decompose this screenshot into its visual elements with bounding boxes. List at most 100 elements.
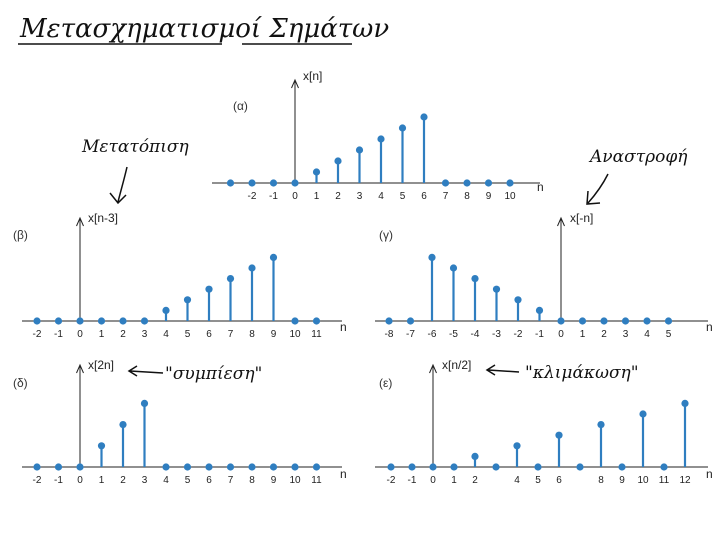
tick-label: 10 xyxy=(289,475,301,486)
stem-marker: x[2n] @ -2 = 0 xyxy=(33,463,41,471)
stem-marker: x[n] @ 4 = 4 xyxy=(377,135,385,143)
tick-label: 11 xyxy=(659,475,670,486)
tick-label: 1 xyxy=(451,475,457,486)
tick-label: 5 xyxy=(185,475,191,486)
stem-marker: x[n-3] @ 3 = 0 xyxy=(140,317,149,325)
tick-label: 10 xyxy=(504,191,516,202)
stem-marker: x[-n] @ -1 = 1 xyxy=(535,306,544,314)
tick-label: 3 xyxy=(357,191,363,202)
shift-arrow-icon xyxy=(109,166,128,205)
stem-marker: x[2n] @ 9 = 0 xyxy=(269,463,278,471)
stem-marker: x[2n] @ 7 = 0 xyxy=(226,463,235,471)
tick-label: 7 xyxy=(228,329,234,340)
panel-label-epsilon: (ε) xyxy=(379,376,392,390)
tick-label: 5 xyxy=(400,191,406,202)
xlabel-gamma: n xyxy=(706,320,713,334)
tick-label: 3 xyxy=(142,475,148,486)
stem-marker: x[2n] @ 11 = 0 xyxy=(312,463,321,471)
stem-marker: x[n] @ -2 = 0 xyxy=(248,179,256,187)
y-axis-arrow-icon xyxy=(76,363,84,374)
tick-label: -8 xyxy=(385,329,394,340)
tick-label: 0 xyxy=(292,191,298,202)
marks-delta: x[2n] @ -2 = 0 x[2n] @ -1 = 0 x[2n] @ 0 = … xyxy=(22,363,342,486)
stem-marker: x[-n] @ 5 = 0 xyxy=(664,317,673,325)
stem-marker: x[n] @ 8 = 0 xyxy=(463,179,471,187)
tick-label: 6 xyxy=(206,475,212,486)
stem-marker: x[-n] @ 1 = 0 xyxy=(578,317,587,325)
marks-gamma: x[-n] @ -8 = 0 x[-n] @ -7 = 0 x[-n] @ -6 =… xyxy=(375,216,708,340)
tick-label: 6 xyxy=(421,191,427,202)
stem-marker: x[n] @ 0 = 0 xyxy=(291,179,299,187)
ylabel-delta: x[2n] xyxy=(88,358,114,372)
stem-marker: x[-n] @ -7 = 0 xyxy=(406,317,415,325)
tick-label: 0 xyxy=(77,475,83,486)
compression-arrow-icon xyxy=(127,365,164,377)
stem-marker: x[n/2] @ 1 = 0 xyxy=(450,463,458,471)
tick-label: -1 xyxy=(54,329,63,340)
tick-label: 9 xyxy=(486,191,492,202)
tick-label: 6 xyxy=(556,475,562,486)
stem-marker: x[n] @ -1 = 0 xyxy=(269,179,278,187)
stem-marker: x[2n] @ -1 = 0 xyxy=(54,463,63,471)
tick-label: 0 xyxy=(558,329,564,340)
tick-label: -2 xyxy=(514,329,523,340)
panel-delta: (δ) x[2n] n x[2n] @ -2 = 0 x[2n] @ -1 = 0… xyxy=(13,358,347,486)
stem-marker: x[n/2] @ 3 = 0 xyxy=(492,463,500,471)
stem-marker: x[n-3] @ 0 = 0 xyxy=(76,317,84,325)
tick-label: 10 xyxy=(637,475,649,486)
stem-marker: x[n-3] @ 8 = 5 xyxy=(248,264,256,272)
scaling-annotation: "κλιμάκωση" xyxy=(525,363,639,383)
stem-marker: x[n-3] @ -2 = 0 xyxy=(33,317,41,325)
stem-marker: x[n] @ 10 = 0 xyxy=(506,179,514,187)
stem-marker: x[2n] @ 10 = 0 xyxy=(291,463,299,471)
stem-marker: x[n] @ 9 = 0 xyxy=(484,179,493,187)
tick-label: 5 xyxy=(535,475,541,486)
panel-epsilon: (ε) x[n/2] n x[n/2] @ -2 = 0 x[n/2] @ -1 … xyxy=(375,358,713,486)
xlabel-alpha: n xyxy=(537,180,544,194)
stem-marker: x[n-3] @ 11 = 0 xyxy=(312,317,321,325)
stem-marker: x[2n] @ 6 = 0 xyxy=(205,463,213,471)
ylabel-epsilon: x[n/2] xyxy=(442,358,471,372)
tick-label: 2 xyxy=(472,475,478,486)
stem-marker: x[n-3] @ 1 = 0 xyxy=(97,317,106,325)
tick-label: 4 xyxy=(644,329,650,340)
xlabel-delta: n xyxy=(340,467,347,481)
stem-marker: x[2n] @ 4 = 0 xyxy=(162,463,170,471)
stem-marker: x[-n] @ 4 = 0 xyxy=(643,317,651,325)
stem-marker: x[n/2] @ 12 = 6 xyxy=(681,399,689,407)
stem-marker: x[n/2] @ -1 = 0 xyxy=(408,463,416,471)
stem-marker: x[-n] @ -8 = 0 xyxy=(385,317,393,325)
panel-label-beta: (β) xyxy=(13,228,28,242)
tick-label: 2 xyxy=(120,329,126,340)
ylabel-beta: x[n-3] xyxy=(88,211,118,225)
stem-marker: x[2n] @ 1 = 2 xyxy=(97,442,106,450)
y-axis-arrow-icon xyxy=(76,216,84,227)
stem-marker: x[-n] @ -6 = 6 xyxy=(428,253,436,261)
tick-label: -2 xyxy=(33,475,42,486)
tick-label: 4 xyxy=(163,475,169,486)
tick-label: -7 xyxy=(406,329,415,340)
tick-label: 2 xyxy=(601,329,607,340)
tick-label: 5 xyxy=(185,329,191,340)
tick-label: 4 xyxy=(163,329,169,340)
xlabel-epsilon: n xyxy=(706,467,713,481)
y-axis-arrow-icon xyxy=(557,216,565,227)
stem-marker: x[-n] @ -5 = 5 xyxy=(449,264,458,272)
marks-alpha: x[n] @ -3 = 0 x[n] @ -2 = 0 x[n] @ -1 = 0 x… xyxy=(212,78,540,202)
ylabel-alpha: x[n] xyxy=(303,69,322,83)
xlabel-beta: n xyxy=(340,320,347,334)
panel-gamma: (γ) x[-n] n x[-n] @ -8 = 0 x[-n] @ -7 = 0… xyxy=(375,211,713,340)
tick-label: 8 xyxy=(249,329,255,340)
scaling-arrow-icon xyxy=(485,364,520,376)
stem-marker: x[-n] @ -4 = 4 xyxy=(471,275,479,283)
stem-marker: x[-n] @ 3 = 0 xyxy=(621,317,630,325)
tick-label: -6 xyxy=(428,329,437,340)
tick-label: 10 xyxy=(289,329,301,340)
marks-epsilon: x[n/2] @ -2 = 0 x[n/2] @ -1 = 0 x[n/2] @ 0… xyxy=(375,363,708,486)
page-title: Μετασχηματισμοί Σημάτων xyxy=(19,14,389,44)
stem-marker: x[n-3] @ -1 = 0 xyxy=(54,317,63,325)
tick-label: 12 xyxy=(679,475,691,486)
y-axis-arrow-icon xyxy=(429,363,437,374)
tick-label: 11 xyxy=(311,475,322,486)
tick-label: 7 xyxy=(443,191,449,202)
